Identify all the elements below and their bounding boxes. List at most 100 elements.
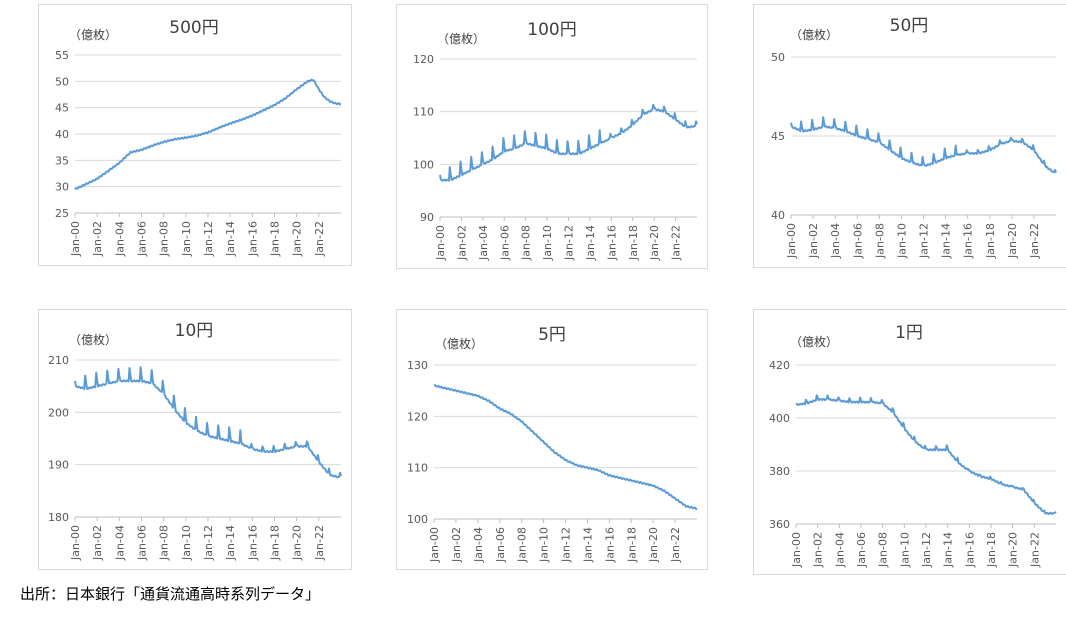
series-line xyxy=(74,366,342,479)
x-tick-label: Jan-00 xyxy=(785,223,798,259)
x-tick-label: Jan-04 xyxy=(113,221,126,257)
x-tick-label: Jan-08 xyxy=(158,221,171,257)
x-tick-label: Jan-22 xyxy=(1028,223,1041,259)
x-tick-label: Jan-22 xyxy=(313,525,326,561)
y-unit-label: （億枚） xyxy=(790,27,838,42)
x-tick-label: Jan-16 xyxy=(246,221,259,257)
x-tick-label: Jan-16 xyxy=(605,225,618,261)
y-tick-label: 380 xyxy=(769,465,790,478)
x-tick-label: Jan-14 xyxy=(940,223,953,259)
x-tick-label: Jan-04 xyxy=(833,532,846,568)
x-tick-label: Jan-22 xyxy=(669,527,682,563)
x-tick-label: Jan-22 xyxy=(670,225,683,261)
chart-svg: 90 100 110 120 Jan-00 Jan-02 Jan-04 Jan-06 Jan-0… xyxy=(413,20,698,261)
x-tick-label: Jan-18 xyxy=(269,525,282,561)
chart-panel-100yen: 90 100 110 120 Jan-00 Jan-02 Jan-04 Jan-06 Jan-0… xyxy=(396,4,708,269)
x-tick-label: Jan-08 xyxy=(873,223,886,259)
y-tick-label: 120 xyxy=(413,53,434,66)
y-tick-label: 190 xyxy=(48,459,69,472)
source-note: 出所：日本銀行「通貨流通高時系列データ」 xyxy=(20,585,321,603)
x-tick-label: Jan-20 xyxy=(647,527,660,563)
x-tick-label: Jan-00 xyxy=(69,525,82,561)
x-tick-label: Jan-10 xyxy=(898,532,911,568)
x-tick-label: Jan-18 xyxy=(625,527,638,563)
x-tick-label: Jan-16 xyxy=(963,532,976,568)
y-unit-label: （億枚） xyxy=(435,336,483,351)
y-tick-label: 45 xyxy=(55,102,69,115)
x-tick-label: Jan-16 xyxy=(246,525,259,561)
y-tick-label: 90 xyxy=(420,211,434,224)
x-tick-label: Jan-14 xyxy=(584,225,597,261)
x-tick-label: Jan-20 xyxy=(648,225,661,261)
y-tick-label: 100 xyxy=(407,513,428,526)
y-tick-label: 100 xyxy=(413,158,434,171)
y-unit-label: （億枚） xyxy=(69,332,117,347)
y-tick-label: 40 xyxy=(55,128,69,141)
series-line xyxy=(439,103,698,182)
x-tick-label: Jan-12 xyxy=(202,221,215,257)
x-tick-label: Jan-04 xyxy=(829,223,842,259)
chart-title: 50円 xyxy=(890,16,929,36)
x-tick-label: Jan-20 xyxy=(291,221,304,257)
x-tick-label: Jan-04 xyxy=(472,527,485,563)
chart-title: 100円 xyxy=(527,20,576,40)
x-tick-label: Jan-10 xyxy=(895,223,908,259)
y-tick-label: 50 xyxy=(771,51,785,64)
x-tick-label: Jan-00 xyxy=(69,221,82,257)
x-tick-label: Jan-06 xyxy=(851,223,864,259)
x-tick-label: Jan-00 xyxy=(790,532,803,568)
x-tick-label: Jan-12 xyxy=(920,532,933,568)
chart-panel-1yen: 360 380 400 420 Jan-00 Jan-02 Jan-04 Jan-06 Jan-… xyxy=(753,309,1066,575)
x-tick-label: Jan-16 xyxy=(962,223,975,259)
x-tick-label: Jan-14 xyxy=(942,532,955,568)
y-tick-label: 35 xyxy=(55,154,69,167)
x-tick-label: Jan-02 xyxy=(807,223,820,259)
y-tick-label: 180 xyxy=(48,511,69,524)
chart-panel-50yen: 40 45 50 Jan-00 Jan-02 Jan-04 Jan-06 Jan-08 Jan-… xyxy=(753,4,1066,268)
x-tick-label: Jan-12 xyxy=(202,525,215,561)
y-tick-label: 400 xyxy=(769,412,790,425)
x-tick-label: Jan-02 xyxy=(91,221,104,257)
x-tick-label: Jan-08 xyxy=(516,527,529,563)
y-tick-label: 200 xyxy=(48,406,69,419)
chart-svg: 100 110 120 130 Jan-00 Jan-02 Jan-04 Jan-06 Jan-… xyxy=(407,325,698,563)
series-line xyxy=(790,116,1057,174)
x-tick-label: Jan-06 xyxy=(494,527,507,563)
x-tick-label: Jan-02 xyxy=(450,527,463,563)
x-tick-label: Jan-14 xyxy=(581,527,594,563)
x-tick-label: Jan-08 xyxy=(877,532,890,568)
x-tick-label: Jan-12 xyxy=(563,225,576,261)
x-tick-label: Jan-20 xyxy=(1006,223,1019,259)
x-tick-label: Jan-10 xyxy=(541,225,554,261)
chart-svg: 180 190 200 210 Jan-00 Jan-02 Jan-04 Jan-06 Jan-… xyxy=(48,321,342,561)
x-tick-label: Jan-04 xyxy=(477,225,490,261)
y-tick-label: 55 xyxy=(55,49,69,62)
y-tick-label: 40 xyxy=(771,209,785,222)
y-tick-label: 25 xyxy=(55,207,69,220)
x-tick-label: Jan-20 xyxy=(1007,532,1020,568)
x-tick-label: Jan-06 xyxy=(136,525,149,561)
x-tick-label: Jan-22 xyxy=(313,221,326,257)
x-tick-label: Jan-10 xyxy=(180,221,193,257)
chart-title: 500円 xyxy=(169,18,218,38)
chart-panel-10yen: 180 190 200 210 Jan-00 Jan-02 Jan-04 Jan-06 Jan-… xyxy=(38,309,352,570)
x-tick-label: Jan-18 xyxy=(984,223,997,259)
x-tick-label: Jan-22 xyxy=(1028,532,1041,568)
x-tick-label: Jan-02 xyxy=(812,532,825,568)
chart-svg: 25 30 35 40 45 50 55 Jan-00 Jan-02 Jan-04 Jan-06 Ja… xyxy=(55,18,342,257)
chart-svg: 360 380 400 420 Jan-00 Jan-02 Jan-04 Jan-06 Jan-… xyxy=(769,323,1057,568)
y-tick-label: 210 xyxy=(48,354,69,367)
x-tick-label: Jan-10 xyxy=(180,525,193,561)
x-tick-label: Jan-14 xyxy=(224,221,237,257)
x-tick-label: Jan-04 xyxy=(113,525,126,561)
chart-panel-5yen: 100 110 120 130 Jan-00 Jan-02 Jan-04 Jan-06 Jan-… xyxy=(396,309,708,570)
x-tick-label: Jan-06 xyxy=(498,225,511,261)
x-tick-label: Jan-06 xyxy=(855,532,868,568)
chart-title: 1円 xyxy=(895,323,923,343)
y-tick-label: 130 xyxy=(407,359,428,372)
y-unit-label: （億枚） xyxy=(790,334,838,349)
chart-title: 10円 xyxy=(175,321,214,341)
y-tick-label: 50 xyxy=(55,75,69,88)
x-tick-label: Jan-16 xyxy=(603,527,616,563)
y-tick-label: 110 xyxy=(407,462,428,475)
